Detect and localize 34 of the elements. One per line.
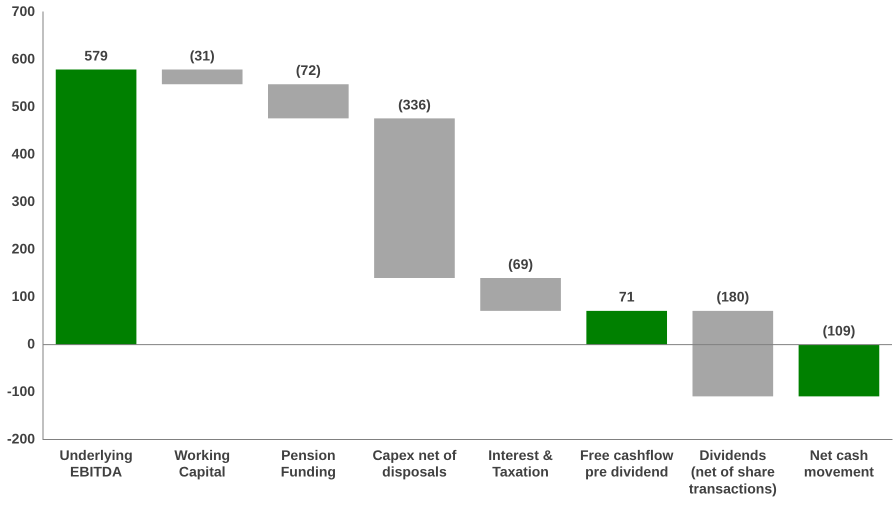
bar — [56, 69, 136, 345]
x-tick-label: Working Capital — [174, 446, 230, 480]
bar — [162, 69, 243, 84]
bar — [586, 310, 668, 345]
data-label: 71 — [618, 288, 635, 305]
y-tick-label: -100 — [6, 382, 36, 399]
data-label: 579 — [84, 47, 108, 64]
y-tick-label: 300 — [12, 192, 36, 209]
x-tick-label: Pension Funding — [280, 446, 336, 480]
y-tick-label: 0 — [27, 335, 36, 352]
data-label: (336) — [398, 96, 431, 112]
data-label: (69) — [508, 256, 534, 272]
bar — [480, 278, 561, 311]
data-label: (31) — [190, 47, 215, 64]
x-tick-label: Interest & Taxation — [488, 446, 553, 480]
bar — [268, 84, 349, 118]
x-tick-label: Capex net of disposals — [372, 446, 457, 480]
y-tick-label: 200 — [12, 240, 36, 256]
y-tick-label: 700 — [12, 2, 36, 19]
x-tick-label: Underlying EBITDA — [60, 446, 133, 480]
y-tick-label: 600 — [12, 50, 36, 66]
bar — [374, 118, 455, 278]
bar — [798, 344, 880, 396]
data-label: (109) — [822, 322, 856, 338]
x-tick-label: Dividends (net of share transactions) — [688, 446, 777, 496]
x-tick-label: Net cash movement — [804, 446, 874, 480]
y-tick-label: -200 — [6, 430, 36, 446]
data-label: (180) — [716, 288, 750, 305]
x-tick-label: Free cashflow pre dividend — [580, 446, 674, 480]
data-label: (72) — [296, 62, 321, 78]
y-tick-label: 500 — [12, 98, 36, 114]
y-tick-label: 400 — [12, 145, 36, 162]
bar — [692, 310, 774, 396]
y-tick-label: 100 — [12, 288, 36, 304]
